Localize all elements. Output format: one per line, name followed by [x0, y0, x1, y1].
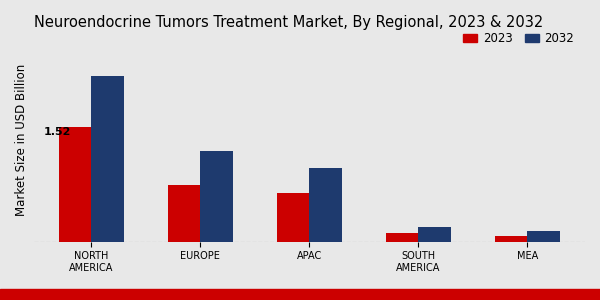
Bar	[91, 76, 124, 242]
Text: 1.52: 1.52	[43, 127, 71, 137]
Bar	[418, 227, 451, 242]
Bar	[59, 127, 91, 242]
Bar	[386, 232, 418, 242]
Bar	[167, 185, 200, 242]
Bar	[277, 193, 309, 242]
Bar	[494, 236, 527, 242]
Legend: 2023, 2032: 2023, 2032	[458, 28, 579, 50]
Bar	[527, 231, 560, 242]
Text: Neuroendocrine Tumors Treatment Market, By Regional, 2023 & 2032: Neuroendocrine Tumors Treatment Market, …	[34, 15, 543, 30]
Bar	[309, 168, 342, 242]
Y-axis label: Market Size in USD Billion: Market Size in USD Billion	[15, 64, 28, 216]
Bar	[200, 151, 233, 242]
